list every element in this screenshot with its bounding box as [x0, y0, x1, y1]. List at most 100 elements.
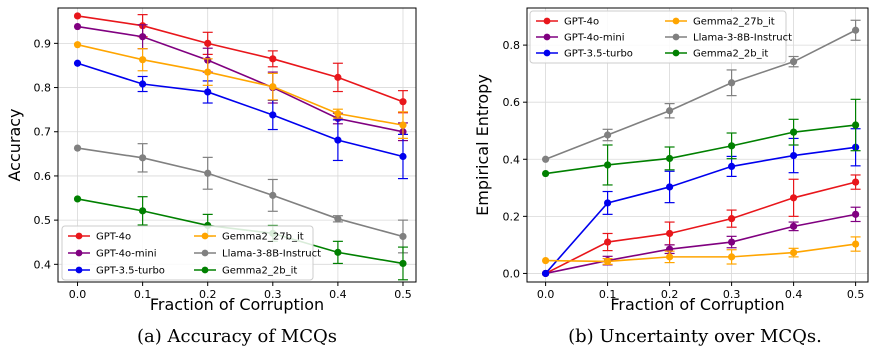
plot-frame — [57, 7, 417, 283]
legend-label: GPT-4o — [96, 232, 131, 243]
data-point — [399, 259, 407, 268]
data-point — [542, 256, 550, 265]
figure-caption: (a) Accuracy of MCQs — [137, 326, 337, 347]
series-1 — [542, 206, 861, 278]
x-tick-label: 0.0 — [69, 288, 87, 301]
panel-entropy: 0.0 0.1 0.2 0.3 0.4 0.5 0.0 0.2 0.4 0.6 0.8 Fractio… — [473, 7, 869, 347]
x-axis-label: Fraction of Corruption — [610, 295, 784, 314]
data-point — [269, 55, 277, 63]
legend-swatch-marker — [543, 17, 551, 25]
data-point — [139, 154, 147, 162]
legend-item: GPT-4o — [68, 232, 131, 243]
legend: GPT-4o GPT-4o-mini GPT-3.5-turbo Gemma2_27b… — [61, 225, 321, 281]
x-tick-label: 0.0 — [537, 288, 555, 301]
legend-label: GPT-4o-mini — [564, 33, 625, 44]
x-tick-label: 0.3 — [264, 288, 282, 301]
data-point — [604, 131, 612, 139]
data-point — [399, 121, 407, 129]
legend-label: GPT-3.5-turbo — [96, 266, 165, 277]
data-point — [728, 215, 736, 223]
legend-label: Gemma2_27b_it — [693, 17, 775, 28]
data-point — [604, 199, 612, 207]
legend-box — [61, 225, 314, 281]
series-line — [545, 29, 856, 161]
data-point — [790, 151, 798, 160]
series-2 — [73, 59, 408, 180]
legend-label: Gemma2_2b_it — [222, 266, 297, 277]
data-point — [666, 107, 674, 115]
series-line — [545, 181, 856, 275]
data-point — [269, 111, 277, 119]
legend-swatch-marker — [75, 249, 83, 257]
data-point — [334, 110, 342, 118]
data-point — [269, 83, 277, 91]
data-point — [852, 26, 860, 34]
legend-box — [529, 10, 787, 64]
legend-item: Gemma2_2b_it — [665, 49, 768, 60]
series-0 — [73, 12, 408, 114]
x-tick-label: 0.4 — [329, 288, 347, 301]
series-line — [77, 25, 404, 133]
legend-swatch-marker — [543, 33, 551, 41]
data-point — [73, 22, 82, 31]
x-axis-label: Fraction of Corruption — [150, 295, 324, 314]
y-tick-label: 0.8 — [503, 39, 521, 52]
data-point — [666, 229, 674, 238]
series-3 — [73, 41, 408, 139]
legend-label: GPT-3.5-turbo — [564, 49, 633, 60]
y-tick-label: 0.7 — [34, 126, 52, 139]
data-point — [73, 144, 82, 152]
plot-frame — [526, 7, 869, 283]
y-tick-label: 0.5 — [34, 214, 52, 227]
y-axis-label: Empirical Entropy — [473, 74, 492, 216]
data-point — [666, 154, 674, 163]
legend-item: Llama-3-8B-Instruct — [194, 249, 321, 260]
series-line — [545, 124, 856, 175]
figure-caption: (b) Uncertainty over MCQs. — [568, 326, 822, 347]
series-5 — [542, 98, 861, 186]
legend-swatch-marker — [75, 232, 83, 240]
series-line — [77, 15, 404, 103]
legend-label: Llama-3-8B-Instruct — [222, 249, 321, 260]
x-tick-label: 0.2 — [199, 288, 217, 301]
series-4 — [542, 19, 861, 163]
y-axis-label: Accuracy — [5, 108, 24, 181]
data-point — [604, 238, 612, 246]
series-line — [77, 62, 404, 158]
legend-item: GPT-3.5-turbo — [536, 49, 633, 60]
legend-swatch-marker — [201, 232, 209, 240]
y-tick-label: 0.4 — [503, 153, 521, 166]
data-point — [139, 33, 147, 41]
data-point — [73, 59, 82, 67]
data-point — [204, 169, 212, 177]
data-point — [73, 12, 82, 20]
data-point — [542, 169, 550, 178]
data-point — [790, 222, 798, 230]
data-point — [666, 183, 674, 191]
data-point — [852, 121, 860, 129]
legend-swatch-marker — [672, 17, 680, 25]
data-point — [790, 249, 798, 257]
data-point — [73, 41, 82, 49]
series-line — [545, 243, 856, 263]
y-tick-label: 0.8 — [34, 82, 52, 95]
series-line — [545, 213, 856, 275]
data-point — [334, 136, 342, 144]
legend-swatch-marker — [543, 49, 551, 57]
data-point — [728, 162, 736, 171]
legend-item: Gemma2_27b_it — [194, 232, 304, 243]
data-point — [204, 68, 212, 76]
data-point — [399, 152, 407, 161]
legend-item: GPT-3.5-turbo — [68, 266, 165, 277]
data-point — [73, 195, 82, 203]
series-line — [77, 147, 404, 238]
data-point — [399, 98, 407, 106]
legend-item: Gemma2_27b_it — [665, 17, 775, 28]
legend: GPT-4o GPT-4o-mini GPT-3.5-turbo Gemma2_27b… — [529, 10, 792, 64]
data-point — [728, 79, 736, 87]
data-point — [604, 257, 612, 266]
data-point — [334, 215, 342, 223]
x-tick-label: 0.1 — [134, 288, 152, 301]
y-tick-label: 0.0 — [503, 267, 521, 280]
